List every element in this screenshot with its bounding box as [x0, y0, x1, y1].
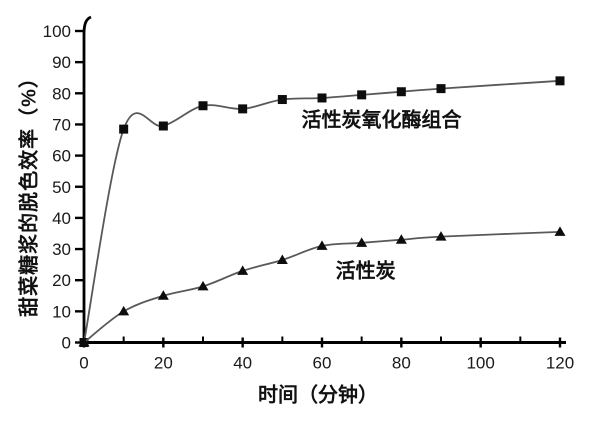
marker-square: [317, 93, 327, 103]
y-tick-label: 30: [52, 240, 71, 259]
y-tick-label: 0: [62, 334, 71, 353]
x-tick-label: 20: [154, 354, 173, 373]
marker-triangle: [78, 337, 90, 347]
y-tick-label: 60: [52, 147, 71, 166]
series-label-carbon-oxidase-combo: 活性炭氧化酶组合: [301, 109, 462, 132]
marker-triangle: [197, 280, 209, 291]
marker-square: [555, 76, 565, 86]
marker-square: [436, 84, 446, 94]
marker-square: [119, 124, 129, 134]
marker-square: [277, 95, 287, 105]
x-tick-label: 120: [546, 354, 574, 373]
y-tick-label: 70: [52, 115, 71, 134]
marker-triangle: [276, 254, 288, 264]
marker-square: [396, 87, 406, 97]
y-tick-label: 50: [52, 178, 71, 197]
y-tick-label: 20: [52, 271, 71, 290]
x-tick-label: 40: [233, 354, 252, 373]
x-tick-label: 100: [466, 354, 494, 373]
series-label-activated-carbon: 活性炭: [335, 260, 396, 283]
marker-triangle: [435, 231, 447, 241]
marker-square: [198, 101, 208, 111]
marker-square: [357, 90, 367, 100]
marker-triangle: [356, 237, 368, 247]
y-axis-title: 甜菜糖浆的脱色效率（%）: [18, 67, 41, 317]
x-tick-label: 0: [79, 354, 88, 373]
series-line-0: [83, 79, 561, 343]
y-tick-label: 10: [52, 302, 71, 321]
marker-square: [158, 121, 168, 131]
marker-triangle: [316, 240, 328, 250]
marker-triangle: [395, 234, 407, 244]
y-tick-label: 80: [52, 84, 71, 103]
y-axis-line: [82, 15, 92, 345]
marker-triangle: [554, 226, 566, 236]
marker-triangle: [118, 305, 130, 316]
marker-square: [238, 104, 248, 114]
marker-triangle: [157, 290, 169, 300]
x-axis-title: 时间（分钟）: [258, 384, 378, 407]
marker-triangle: [237, 265, 249, 275]
x-tick-label: 80: [392, 354, 411, 373]
y-tick-label: 100: [43, 22, 71, 41]
y-tick-label: 40: [52, 209, 71, 228]
x-tick-label: 60: [313, 354, 332, 373]
y-tick-label: 90: [52, 53, 71, 72]
